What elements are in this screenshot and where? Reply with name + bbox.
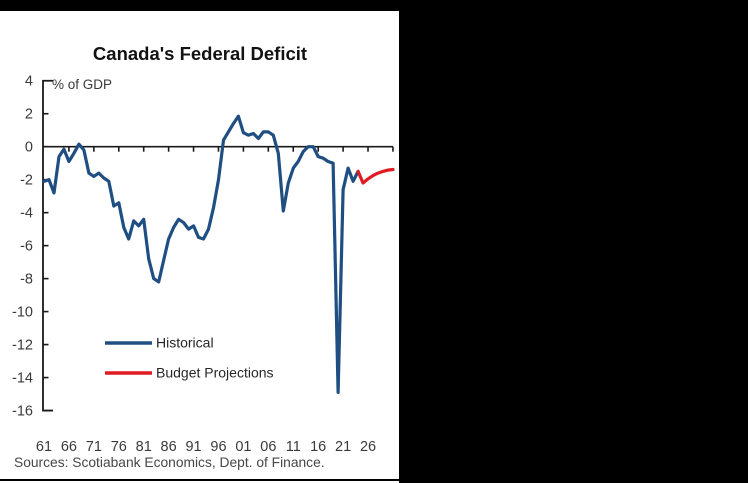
chart-panel: Canada's Federal Deficit 4 2 0 -2 -4 -6 -8 -10 -1…	[0, 11, 399, 483]
y-tick-label: 2	[25, 107, 33, 123]
y-tick-label: -16	[12, 404, 33, 420]
x-tick-label: 06	[260, 439, 276, 455]
x-tick-label: 76	[111, 439, 127, 455]
y-tick-label: 4	[25, 74, 33, 90]
legend-label: Budget Projections	[156, 365, 274, 381]
unit-label: % of GDP	[52, 77, 112, 92]
x-tick-label: 11	[286, 439, 301, 455]
x-tick-label: 86	[161, 439, 177, 455]
y-tick-label: -8	[20, 272, 33, 288]
deficit-chart: Canada's Federal Deficit 4 2 0 -2 -4 -6 -8 -10 -1…	[12, 43, 395, 470]
x-tick-label: 61	[36, 439, 52, 455]
y-tick-label: 0	[25, 140, 33, 156]
x-tick-label: 81	[136, 439, 152, 455]
bottom-divider	[0, 479, 399, 481]
y-tick-label: -2	[20, 173, 33, 189]
y-tick-label: -4	[20, 206, 33, 222]
x-tick-label: 66	[61, 439, 77, 455]
x-tick-label: 26	[360, 439, 376, 455]
y-tick-label: -6	[20, 239, 33, 255]
source-note: Sources: Scotiabank Economics, Dept. of …	[14, 455, 325, 470]
y-tick-label: -10	[12, 305, 33, 321]
x-tick-label: 91	[185, 439, 201, 455]
x-tick-label: 96	[210, 439, 226, 455]
chart-title: Canada's Federal Deficit	[93, 43, 307, 64]
y-tick-label: -14	[12, 371, 33, 387]
x-tick-label: 01	[235, 439, 251, 455]
projections-line	[356, 167, 395, 185]
y-tick-label: -12	[12, 338, 33, 354]
x-tick-label: 16	[310, 439, 326, 455]
x-tick-label: 21	[335, 439, 351, 455]
x-tick-label: 71	[86, 439, 102, 455]
historical-line	[42, 114, 360, 394]
legend-label: Historical	[156, 335, 214, 351]
